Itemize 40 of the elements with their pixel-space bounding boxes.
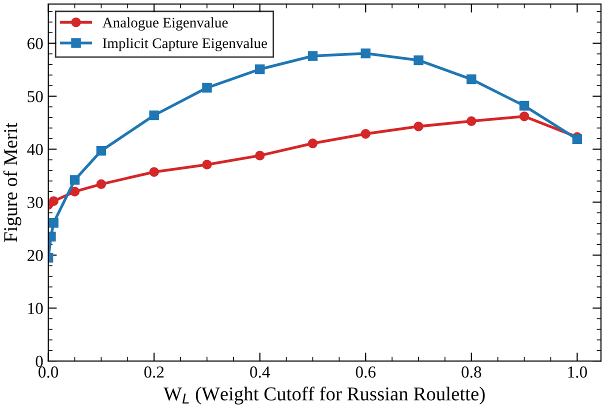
point xyxy=(202,160,212,170)
point xyxy=(519,100,530,111)
y-tick-label: 40 xyxy=(27,144,43,156)
point xyxy=(202,82,212,93)
point xyxy=(360,128,370,139)
x-tick-label: 0.8 xyxy=(462,366,482,378)
legend-label: Analogue Eigenvalue xyxy=(102,17,228,31)
x-axis-title: W$_{L}$ (Weight Cutoff for Russian Roulette) xyxy=(164,386,485,404)
y-axis-title: Figure of Merit xyxy=(3,122,22,242)
point xyxy=(414,122,424,132)
x-tick-label: 1.0 xyxy=(568,366,587,378)
point xyxy=(572,134,582,144)
point xyxy=(466,116,476,126)
point xyxy=(414,55,424,66)
y-tick-label: 50 xyxy=(28,90,43,102)
y-tick-label: 10 xyxy=(28,302,43,314)
x-tick-label: 0.6 xyxy=(356,366,376,378)
point xyxy=(96,146,106,156)
y-tick-label: 60 xyxy=(28,38,43,50)
point xyxy=(149,167,159,177)
point xyxy=(255,150,265,160)
point xyxy=(48,218,58,228)
point xyxy=(308,138,318,148)
x-tick-label: 0.0 xyxy=(38,366,58,378)
x-tick-label: 0.2 xyxy=(144,366,164,378)
y-tick-label: 0 xyxy=(36,356,43,368)
y-tick-label: 30 xyxy=(28,196,43,208)
point xyxy=(70,186,80,196)
point xyxy=(48,196,58,206)
legend-label: Implicit Capture Eigenvalue xyxy=(102,38,267,52)
point xyxy=(255,64,265,74)
point xyxy=(466,74,476,84)
point xyxy=(96,179,106,190)
point xyxy=(308,51,318,61)
point xyxy=(519,112,530,122)
point xyxy=(70,175,80,185)
y-tick-label: 20 xyxy=(28,250,43,262)
point xyxy=(149,110,159,120)
point xyxy=(360,48,370,58)
x-tick-label: 0.4 xyxy=(250,366,270,378)
